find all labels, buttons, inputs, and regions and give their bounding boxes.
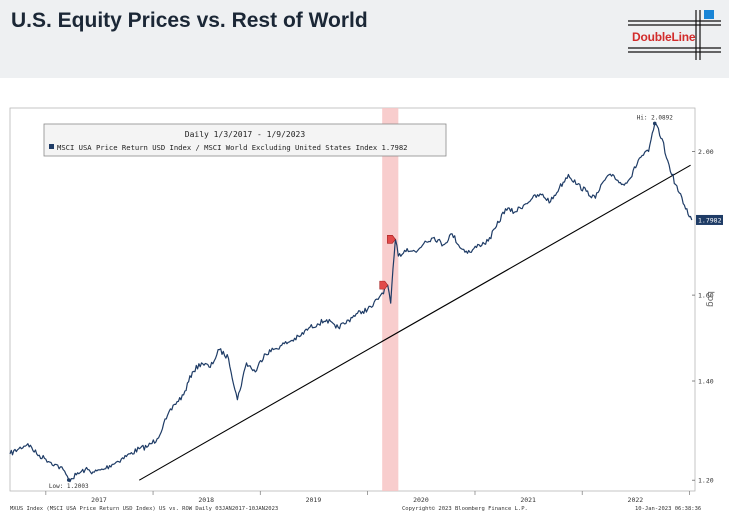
legend-box: Daily 1/3/2017 - 1/9/2023 MSCI USA Price… bbox=[43, 123, 447, 157]
x-tick-label: 2018 bbox=[198, 496, 214, 504]
annotation-label-1: Low: 1.2003 bbox=[49, 483, 89, 490]
y-tick-label: 1.20 bbox=[698, 477, 714, 485]
legend-header: Daily 1/3/2017 - 1/9/2023 bbox=[185, 130, 306, 139]
header-bar: U.S. Equity Prices vs. Rest of World Dou… bbox=[0, 0, 729, 78]
trend-line bbox=[138, 164, 691, 481]
annotation-point-1 bbox=[66, 478, 71, 482]
x-tick-label: 2017 bbox=[91, 496, 107, 504]
footer-timestamp: 10-Jan-2023 06:38:36 bbox=[635, 506, 702, 512]
x-tick-label: 2019 bbox=[306, 496, 322, 504]
doubleline-logo: DoubleLine bbox=[624, 8, 724, 62]
last-value-label: 1.7982 bbox=[698, 216, 722, 224]
legend-swatch bbox=[49, 144, 54, 149]
x-tick-label: 2020 bbox=[413, 496, 429, 504]
logo-text: DoubleLine bbox=[632, 30, 696, 44]
last-value-box bbox=[696, 214, 723, 225]
y-tick-label: 1.60 bbox=[698, 292, 714, 300]
event-marker-2 bbox=[387, 234, 396, 244]
x-tick-label: 2022 bbox=[628, 496, 644, 504]
series-line bbox=[9, 122, 693, 483]
plot-frame bbox=[9, 107, 696, 492]
legend-entry: MSCI USA Price Return USD Index / MSCI W… bbox=[57, 143, 408, 152]
y-tick-label: 1.40 bbox=[698, 378, 714, 386]
ratio-chart: Low: 1.2003 Hi: 2.0892 1.20 1.40 1.60 2.00 1.… bbox=[9, 107, 723, 504]
y-tick-label: 2.00 bbox=[698, 148, 714, 156]
page-title: U.S. Equity Prices vs. Rest of World bbox=[11, 9, 368, 32]
annotation-label-2: Hi: 2.0892 bbox=[637, 114, 674, 121]
event-marker-1 bbox=[379, 280, 389, 290]
logo-lines-icon bbox=[628, 10, 721, 60]
x-tick-label: 2021 bbox=[520, 496, 536, 504]
footer-copyright: Copyright© 2023 Bloomberg Finance L.P. bbox=[402, 506, 528, 512]
y-axis-label: Log bbox=[705, 291, 715, 307]
footer-source: MXUS Index (MSCI USA Price Return USD In… bbox=[10, 506, 279, 512]
annotation-point-2 bbox=[652, 121, 657, 126]
